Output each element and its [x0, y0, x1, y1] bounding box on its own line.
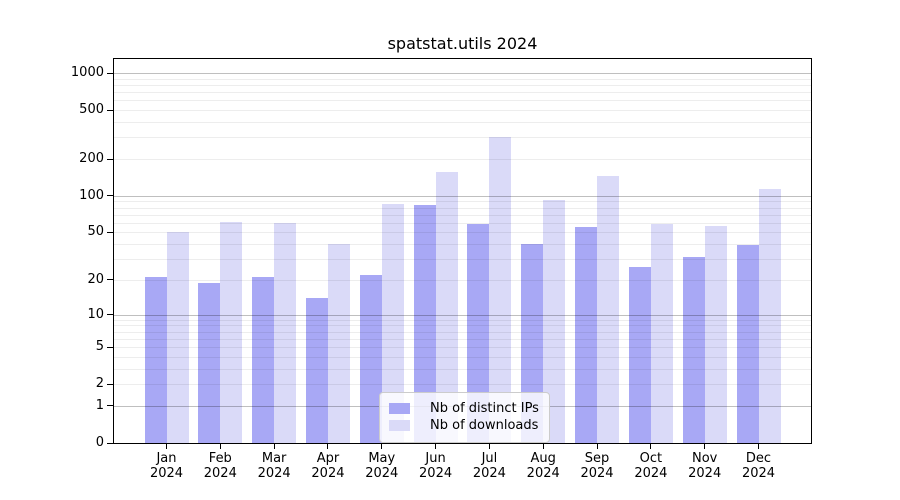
- bar-distinct-ips-dec: [736, 245, 759, 443]
- legend-swatch-downloads: [389, 420, 410, 431]
- bar-distinct-ips-jun: [413, 205, 436, 443]
- bar-distinct-ips-nov: [682, 257, 705, 443]
- x-tick-jan: [166, 444, 167, 449]
- bar-downloads-nov: [704, 225, 727, 443]
- bar-downloads-jan: [166, 232, 189, 443]
- bar-downloads-may: [381, 203, 404, 443]
- bar-distinct-ips-may: [359, 275, 382, 443]
- x-tick-oct: [650, 444, 652, 449]
- bar-distinct-ips-apr: [305, 297, 328, 443]
- x-tick-label-feb: Feb 2024: [203, 451, 237, 481]
- legend-item-distinct-ips: Nb of distinct IPs: [389, 401, 539, 416]
- bar-downloads-apr: [327, 244, 350, 443]
- bar-downloads-sep: [597, 175, 620, 443]
- x-tick-jun: [435, 444, 437, 449]
- bars-layer: [114, 59, 811, 443]
- bar-downloads-jun: [435, 171, 458, 443]
- x-tick-label-jan: Jan 2024: [149, 451, 184, 481]
- bar-distinct-ips-feb: [198, 282, 221, 443]
- x-tick-label-mar: Mar 2024: [257, 451, 291, 481]
- bar-downloads-aug: [543, 199, 566, 443]
- bar-downloads-dec: [758, 188, 781, 443]
- bar-downloads-oct: [650, 223, 673, 443]
- bar-distinct-ips-jan: [144, 277, 167, 443]
- bar-downloads-jul: [489, 137, 512, 443]
- bar-downloads-mar: [274, 222, 297, 443]
- legend-label-distinct-ips: Nb of distinct IPs: [430, 401, 539, 416]
- x-tick-label-aug: Aug 2024: [526, 451, 560, 481]
- x-tick-apr: [327, 444, 329, 449]
- bar-distinct-ips-mar: [252, 277, 275, 443]
- x-tick-may: [381, 444, 383, 449]
- y-tick-label-5: 5: [95, 339, 104, 355]
- x-tick-label-jun: Jun 2024: [419, 451, 453, 481]
- y-tick-label-2: 2: [95, 376, 104, 392]
- x-tick-label-sep: Sep 2024: [580, 451, 614, 481]
- x-tick-mar: [273, 444, 275, 449]
- x-tick-dec: [758, 444, 759, 449]
- x-tick-nov: [704, 444, 706, 449]
- legend-item-downloads: Nb of downloads: [389, 418, 539, 433]
- x-tick-label-oct: Oct 2024: [634, 451, 668, 481]
- plot-area: [113, 58, 812, 444]
- legend-swatch-distinct-ips: [389, 403, 410, 414]
- x-tick-jul: [488, 444, 490, 449]
- y-tick-label-200: 200: [79, 151, 104, 166]
- bar-distinct-ips-sep: [575, 227, 598, 443]
- x-tick-aug: [542, 444, 544, 449]
- y-tick-label-0: 0: [95, 435, 104, 450]
- y-tick-label-10: 10: [87, 306, 104, 322]
- y-tick-label-500: 500: [79, 102, 104, 118]
- bar-distinct-ips-jul: [467, 223, 490, 443]
- y-tick-label-50: 50: [87, 224, 104, 240]
- x-tick-label-dec: Dec 2024: [741, 451, 776, 481]
- bar-downloads-feb: [220, 222, 243, 443]
- y-tick-label-1: 1: [95, 397, 104, 413]
- legend-label-downloads: Nb of downloads: [430, 418, 539, 433]
- x-tick-sep: [596, 444, 598, 449]
- chart-title: spatstat.utils 2024: [387, 34, 538, 53]
- y-tick-label-20: 20: [87, 271, 104, 287]
- y-tick-label-1000: 1000: [70, 65, 104, 81]
- x-tick-label-nov: Nov 2024: [688, 451, 722, 481]
- x-tick-feb: [219, 444, 221, 449]
- x-tick-label-jul: Jul 2024: [472, 451, 506, 481]
- x-tick-label-apr: Apr 2024: [311, 451, 345, 481]
- bar-distinct-ips-oct: [628, 266, 651, 443]
- y-tick-label-100: 100: [79, 187, 104, 203]
- x-tick-label-may: May 2024: [365, 451, 399, 481]
- legend: Nb of distinct IPs Nb of downloads: [379, 392, 550, 443]
